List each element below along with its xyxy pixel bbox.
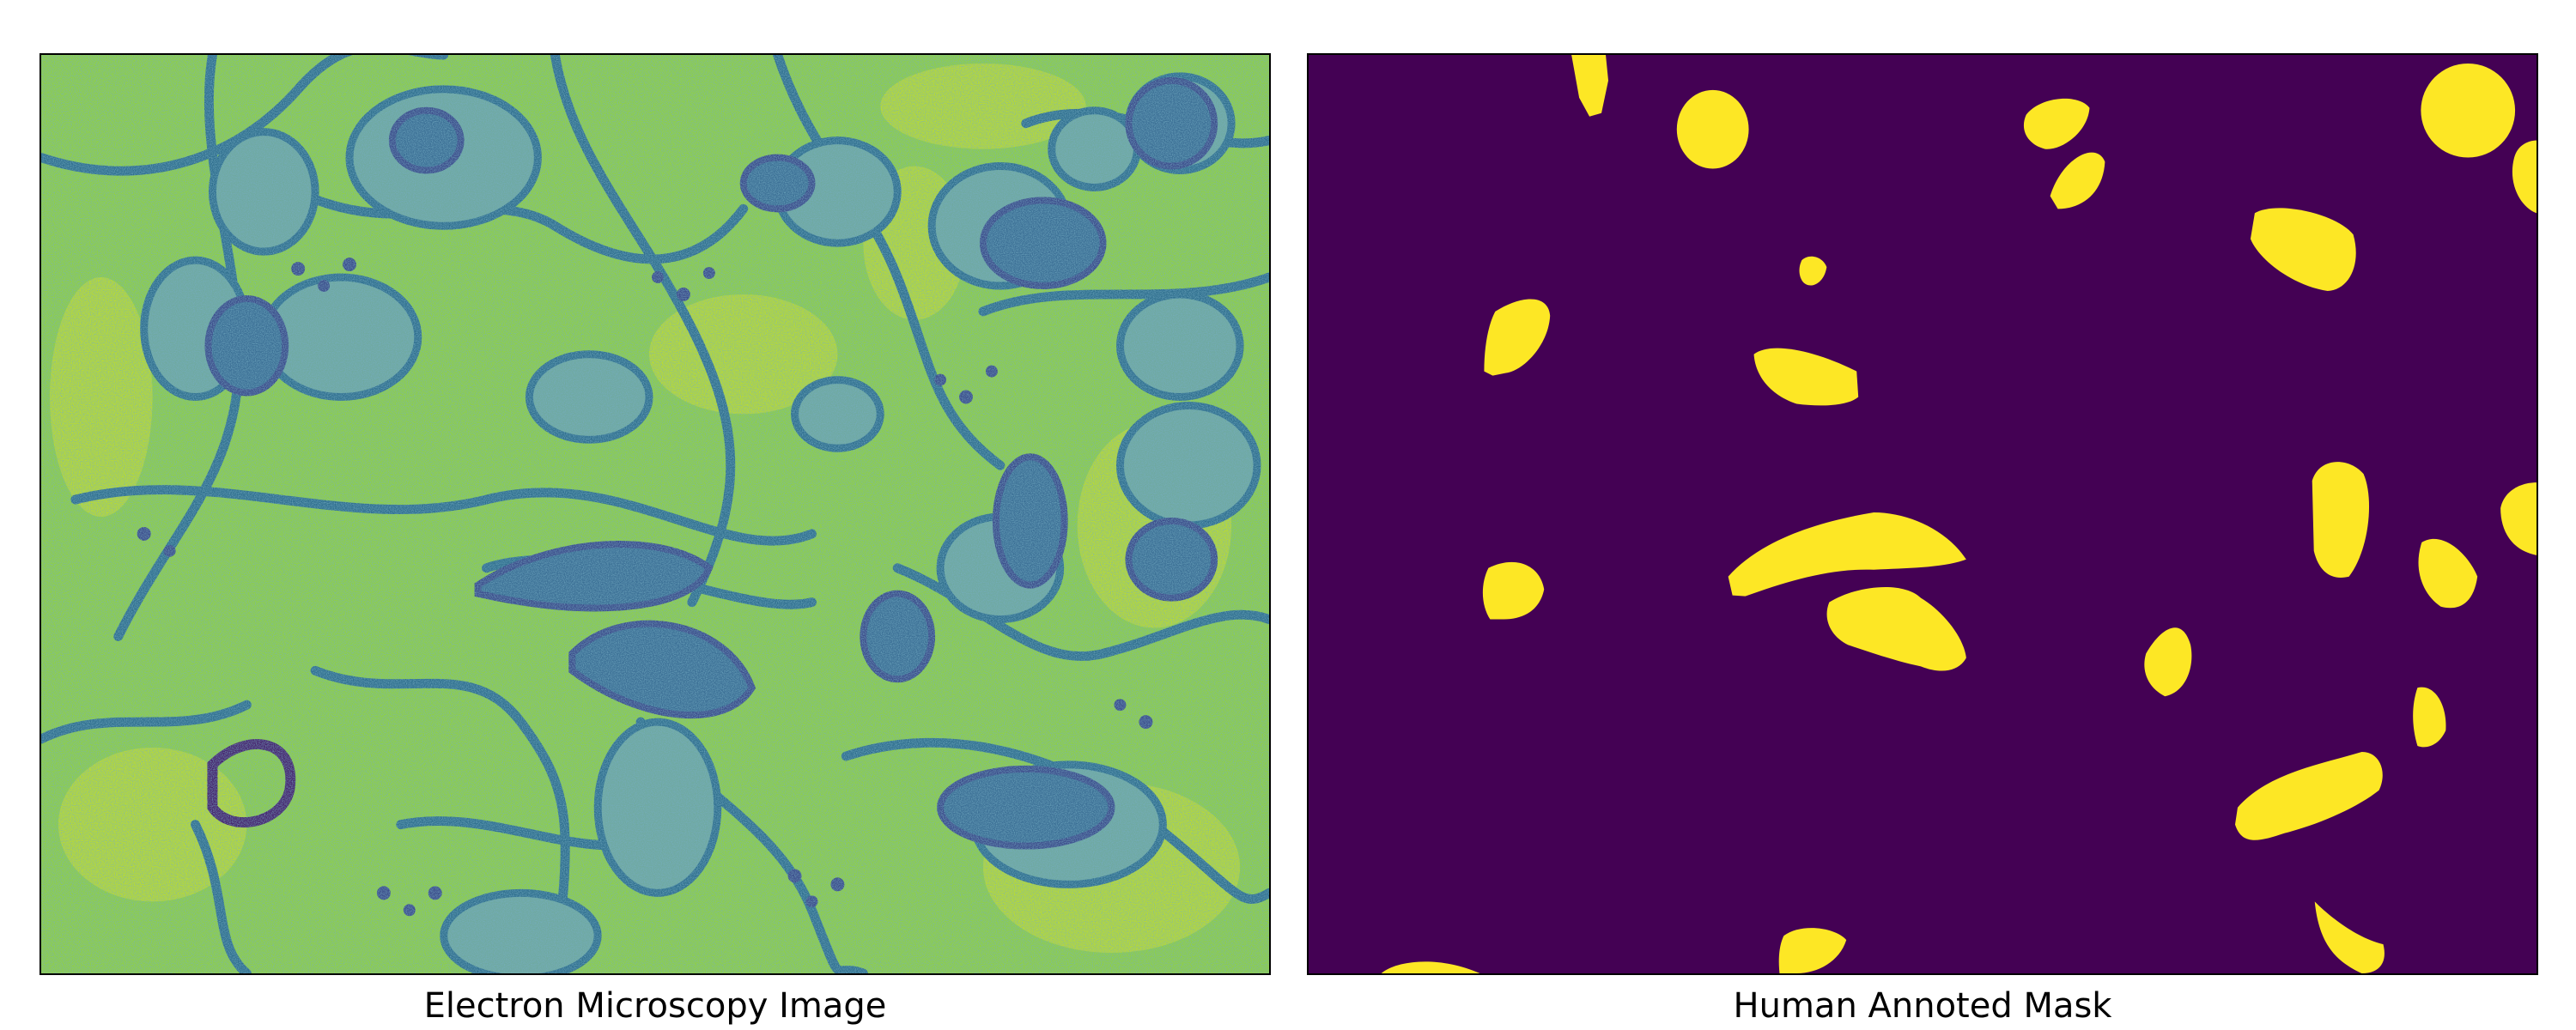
mask-region	[1571, 55, 1609, 117]
mask-region	[1381, 961, 1480, 973]
mask-panel	[1307, 53, 2538, 975]
mask-region	[2421, 63, 2516, 158]
mask-region	[1728, 512, 1966, 597]
em-image-caption: Electron Microscopy Image	[423, 986, 887, 1026]
em-grain-texture	[41, 55, 1269, 973]
mask-region	[2023, 98, 2090, 149]
mask-caption: Human Annoted Mask	[1733, 986, 2112, 1026]
mask-region	[1826, 586, 1966, 671]
em-image	[41, 55, 1269, 973]
mask-region	[1482, 561, 1545, 620]
mask-region	[2050, 152, 2105, 209]
em-image-panel	[39, 53, 1271, 975]
mask-region	[2144, 627, 2192, 697]
mask-region	[1799, 256, 1827, 286]
mask-region	[2512, 140, 2537, 214]
mask-region	[1484, 299, 1551, 376]
mask-region	[2418, 538, 2478, 609]
mask-region	[2500, 482, 2537, 555]
mask-image	[1309, 55, 2537, 973]
mask-region	[2314, 901, 2385, 973]
mask-region	[2234, 751, 2383, 840]
mask-region	[1676, 89, 1749, 169]
mask-region	[1778, 928, 1847, 973]
mask-region	[2312, 462, 2370, 578]
mask-region	[2250, 208, 2356, 291]
mask-region	[2413, 687, 2446, 748]
mask-region	[1753, 348, 1859, 406]
mask-regions	[1381, 55, 2537, 973]
